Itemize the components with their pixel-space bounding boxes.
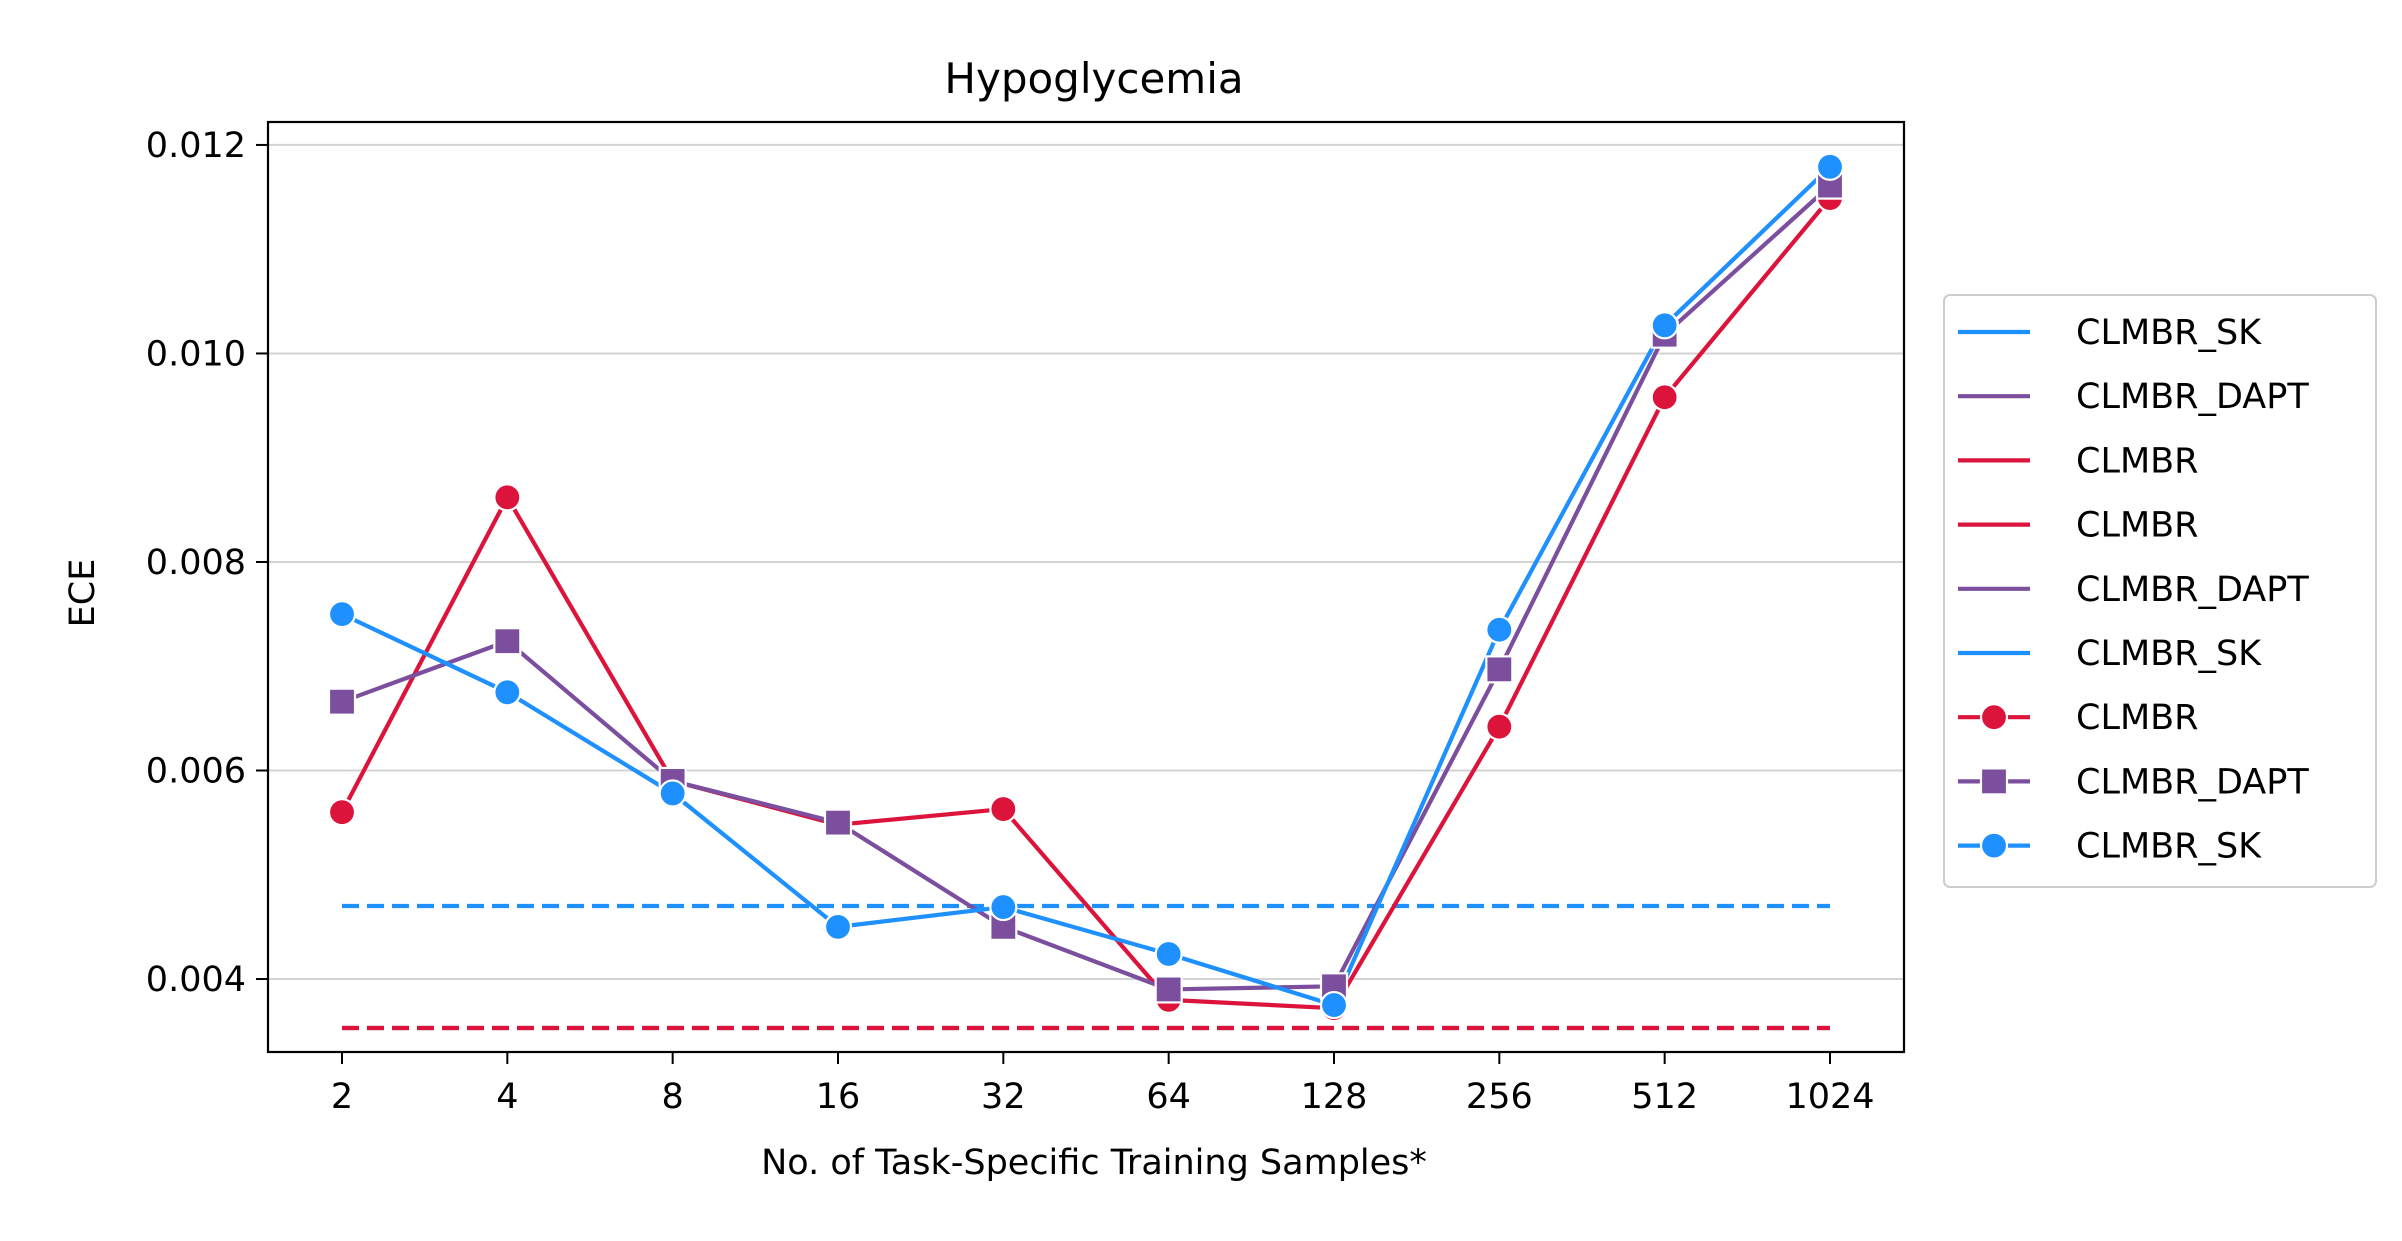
legend-marker-clmbr-sk	[1979, 831, 2009, 860]
data-point-clmbr-sk	[493, 678, 522, 707]
y-axis-label: ECE	[63, 559, 103, 628]
legend-label-clmbr: CLMBR	[2076, 506, 2198, 546]
series-line-clmbr-dapt	[341, 184, 1832, 992]
x-tick-label: 512	[1631, 1077, 1698, 1117]
y-tick-label: 0.008	[146, 543, 246, 583]
x-tick-label: 4	[496, 1077, 518, 1117]
y-tick-label: 0.010	[146, 334, 246, 374]
y-tick-label: 0.006	[146, 751, 246, 791]
x-tick-label: 8	[662, 1077, 684, 1117]
data-point-clmbr	[989, 794, 1018, 824]
x-tick-label: 16	[816, 1077, 861, 1117]
data-point-clmbr-sk	[1319, 990, 1349, 1020]
legend-label-clmbr: CLMBR	[2076, 698, 2198, 738]
gridlines	[268, 143, 1904, 981]
axis-ticks: 0.004 0.006 0.008 0.010 0.012 2 4 8 16 32 64 128 256…	[146, 126, 1875, 1117]
x-tick-label: 128	[1301, 1077, 1368, 1117]
plot-area-frame	[266, 120, 1906, 1054]
data-point-clmbr-dapt	[1485, 655, 1514, 684]
x-tick-label: 2	[331, 1077, 353, 1117]
data-point-clmbr-sk	[1650, 311, 1679, 340]
data-point-clmbr-dapt	[823, 808, 853, 837]
data-point-clmbr-sk	[1815, 152, 1845, 181]
y-tick-label: 0.012	[146, 126, 246, 166]
legend-label-clmbr-dapt: CLMBR_DAPT	[2076, 570, 2309, 610]
legend-marker-clmbr-dapt	[1979, 767, 2009, 796]
x-tick-label: 256	[1466, 1077, 1533, 1117]
x-tick-label: 64	[1146, 1077, 1191, 1117]
data-point-clmbr	[1650, 383, 1679, 412]
x-tick-label: 32	[981, 1077, 1026, 1117]
data-point-clmbr-sk	[1154, 939, 1183, 969]
data-point-clmbr-sk	[327, 600, 357, 629]
legend-label-clmbr-sk: CLMBR_SK	[2076, 634, 2262, 674]
x-axis-label: No. of Task-Specific Training Samples*	[761, 1143, 1427, 1183]
data-point-clmbr-sk	[823, 912, 853, 941]
data-point-clmbr-sk	[989, 892, 1018, 922]
series-markers	[327, 152, 1845, 1023]
y-tick-label: 0.004	[146, 960, 246, 1000]
data-point-clmbr-dapt	[327, 687, 357, 716]
x-tick-label: 1024	[1785, 1077, 1874, 1117]
legend-label-clmbr-dapt: CLMBR_DAPT	[2076, 377, 2309, 417]
legend: CLMBR_SK CLMBR_DAPT CLMBR CLMBR CLMBR_DAPT CL…	[1943, 294, 2377, 888]
legend-marker-clmbr	[1979, 703, 2009, 732]
legend-label-clmbr: CLMBR	[2076, 441, 2198, 481]
data-point-clmbr-sk	[658, 779, 687, 808]
data-point-clmbr-sk	[1485, 615, 1514, 644]
legend-label-clmbr-sk: CLMBR_SK	[2076, 827, 2262, 867]
legend-label-clmbr-sk: CLMBR_SK	[2076, 313, 2262, 353]
data-point-clmbr	[327, 798, 357, 827]
series-line-clmbr	[340, 196, 1832, 1011]
legend-box	[1943, 294, 2377, 888]
data-point-clmbr	[493, 483, 522, 512]
data-point-clmbr-dapt	[493, 627, 522, 656]
series-line-clmbr-sk	[341, 165, 1832, 1008]
legend-label-clmbr-dapt: CLMBR_DAPT	[2076, 762, 2309, 802]
baseline-lines	[342, 903, 1830, 1031]
data-point-clmbr-dapt	[1154, 975, 1183, 1004]
data-point-clmbr	[1485, 712, 1514, 741]
series-lines	[340, 165, 1832, 1011]
chart-title: Hypoglycemia	[944, 54, 1243, 103]
